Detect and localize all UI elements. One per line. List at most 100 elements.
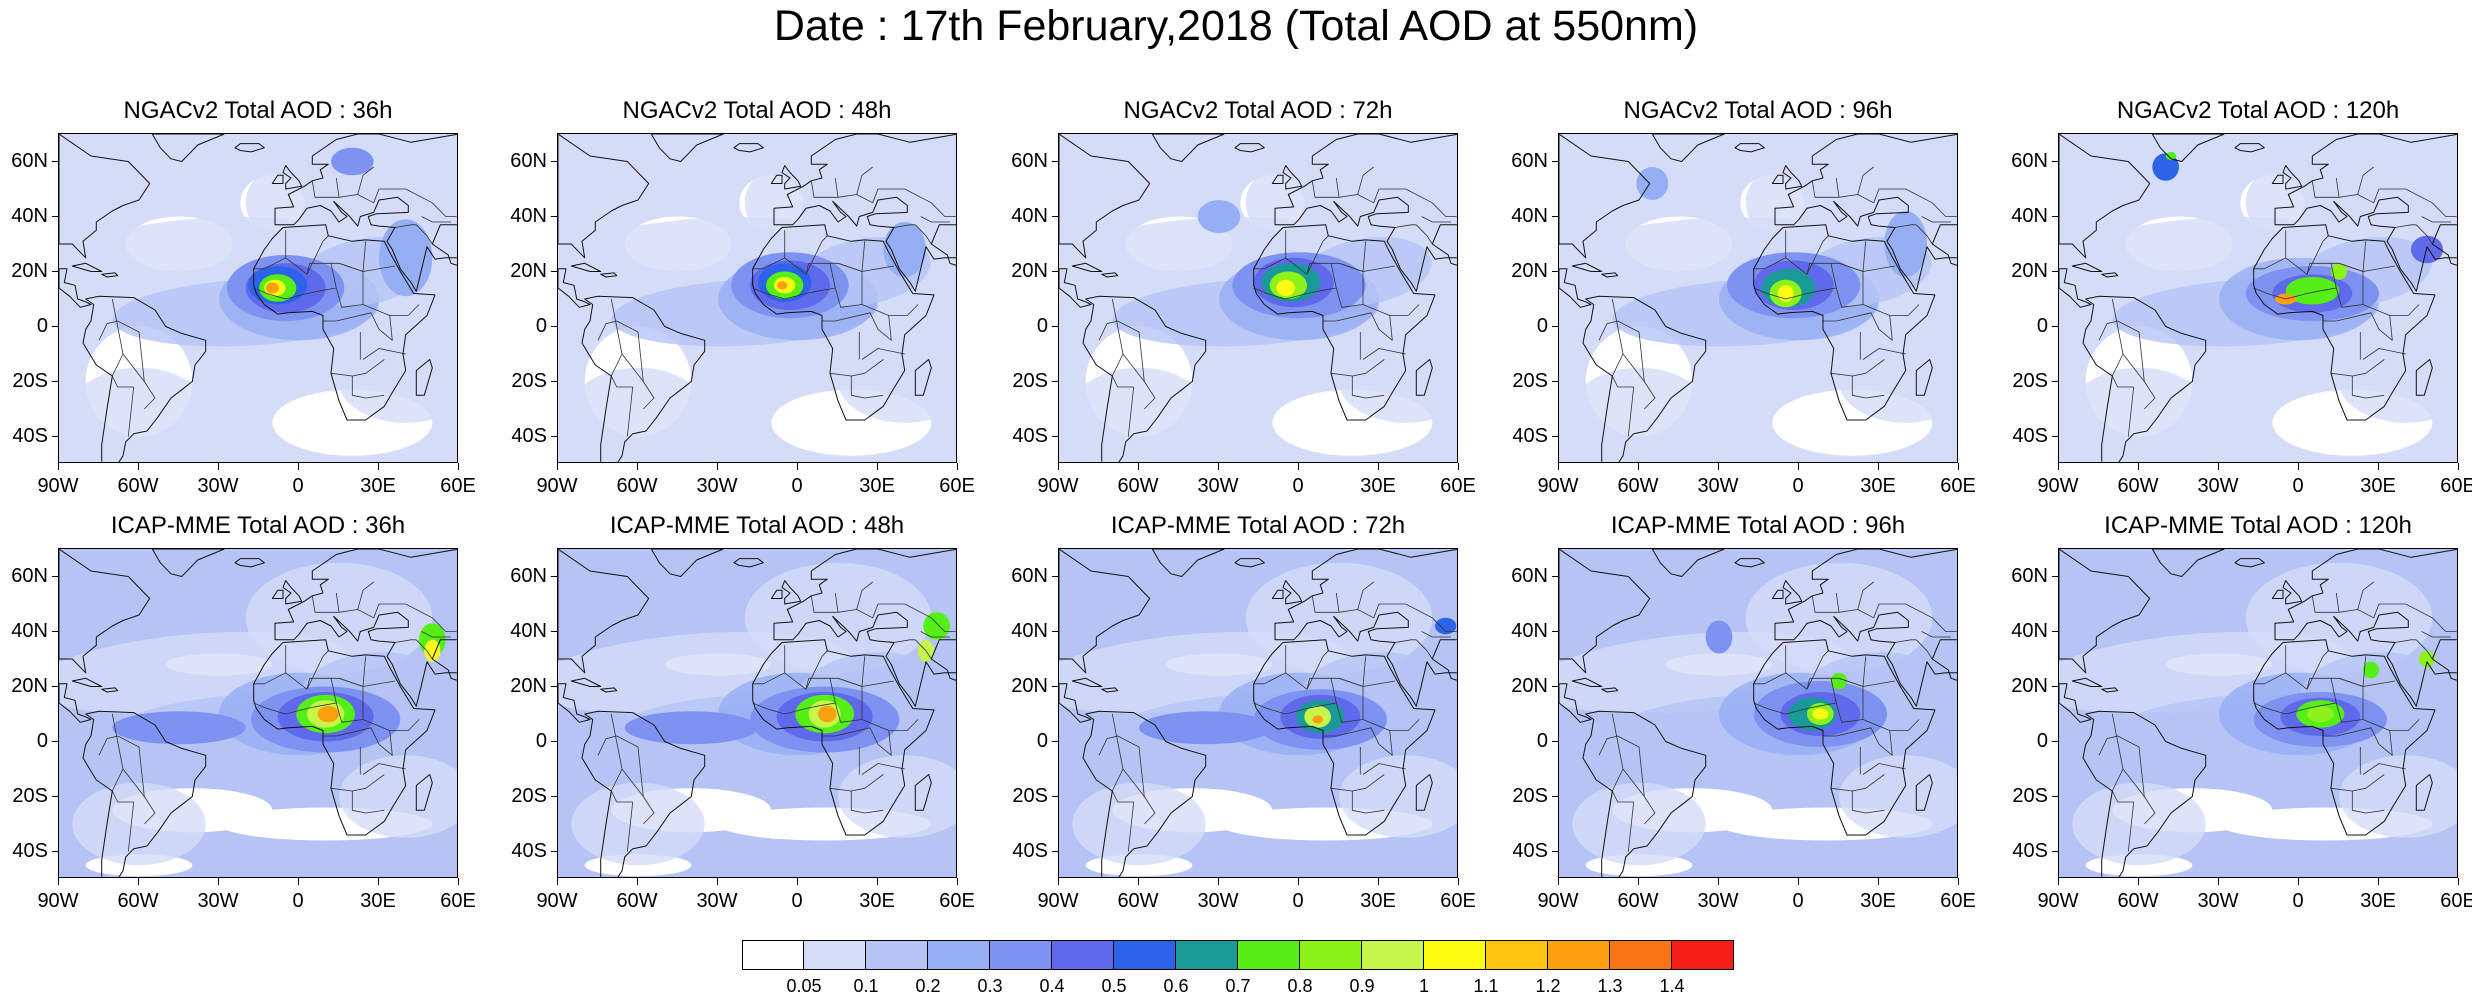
lon-tick-label: 60W <box>117 890 159 912</box>
lon-tick-label: 60W <box>1617 475 1659 497</box>
lat-tick <box>1052 325 1058 327</box>
lat-tick-label: 40S <box>511 839 547 862</box>
lat-tick <box>1052 270 1058 272</box>
lon-tick-label: 60E <box>939 890 975 912</box>
lon-tick <box>1638 463 1639 470</box>
lon-tick-label: 60W <box>1617 890 1659 912</box>
colorbar-label: 1.4 <box>1659 976 1685 996</box>
lat-tick <box>52 740 58 742</box>
lon-tick <box>1878 463 1879 470</box>
lon-tick-label: 0 <box>1292 890 1304 912</box>
lon-tick-label: 60E <box>440 890 476 912</box>
lon-tick <box>2378 463 2379 470</box>
lon-tick-label: 90W <box>536 475 578 497</box>
lat-tick-label: 40N <box>1011 619 1048 642</box>
lon-tick-label: 30W <box>197 475 239 497</box>
aod-field <box>1559 549 1957 877</box>
lon-tick <box>1298 463 1299 470</box>
panel-title: ICAP-MME Total AOD : 120h <box>2104 512 2412 539</box>
lat-tick <box>1052 380 1058 382</box>
lat-tick-label: 0 <box>1036 729 1048 752</box>
lat-tick <box>1552 630 1558 632</box>
lat-tick <box>1552 215 1558 217</box>
map-panel <box>557 133 957 463</box>
lat-tick <box>551 795 557 797</box>
lat-tick-label: 20N <box>510 674 547 697</box>
lon-tick-label: 30E <box>2360 890 2396 912</box>
lat-tick-label: 40S <box>1012 424 1048 447</box>
lon-tick-label: 30W <box>1197 475 1239 497</box>
lat-tick-label: 20N <box>11 674 48 697</box>
lat-tick-label: 20S <box>511 784 547 807</box>
lat-tick <box>1052 685 1058 687</box>
lon-tick <box>1958 878 1959 885</box>
lon-tick <box>2058 463 2059 470</box>
lat-tick-label: 0 <box>1536 729 1548 752</box>
colorbar-label: 0.8 <box>1287 976 1313 996</box>
lat-tick <box>52 850 58 852</box>
lon-tick <box>2298 463 2299 470</box>
lon-tick <box>1878 878 1879 885</box>
lon-tick <box>1718 878 1719 885</box>
lon-tick-label: 90W <box>536 890 578 912</box>
lat-tick <box>1052 575 1058 577</box>
lon-tick-label: 60W <box>616 890 658 912</box>
map-panel <box>2058 133 2458 463</box>
lon-tick-label: 30E <box>360 475 396 497</box>
lat-tick-label: 20S <box>1012 784 1048 807</box>
aod-field <box>2059 549 2457 877</box>
lon-tick-label: 90W <box>1537 475 1579 497</box>
lon-tick <box>797 463 798 470</box>
colorbar-label: 1.2 <box>1535 976 1561 996</box>
lat-tick <box>551 575 557 577</box>
lon-tick-label: 30W <box>696 475 738 497</box>
lat-tick-label: 40S <box>1012 839 1048 862</box>
aod-field <box>2059 134 2457 462</box>
lon-tick <box>797 878 798 885</box>
lat-tick-label: 40N <box>1511 619 1548 642</box>
lon-tick-label: 30E <box>1860 475 1896 497</box>
lat-tick-label: 0 <box>535 314 547 337</box>
lon-tick-label: 30E <box>1360 890 1396 912</box>
lat-tick <box>1552 685 1558 687</box>
lat-tick-label: 20S <box>511 369 547 392</box>
lat-tick-label: 40N <box>2011 204 2048 227</box>
lon-tick <box>1378 463 1379 470</box>
lon-tick <box>1138 878 1139 885</box>
lat-tick <box>1552 160 1558 162</box>
lat-tick <box>52 685 58 687</box>
lat-tick <box>2052 160 2058 162</box>
map-panel <box>58 133 458 463</box>
panel-title: ICAP-MME Total AOD : 48h <box>609 512 905 539</box>
lat-tick <box>551 435 557 437</box>
lon-tick <box>1558 463 1559 470</box>
colorbar-label: 0.7 <box>1225 976 1251 996</box>
colorbar-swatch <box>928 940 990 970</box>
lon-tick <box>877 463 878 470</box>
lon-tick <box>1458 463 1459 470</box>
lat-tick-label: 60N <box>1511 149 1548 172</box>
lat-tick-label: 60N <box>2011 564 2048 587</box>
lon-tick-label: 0 <box>292 475 304 497</box>
lon-tick-label: 30W <box>2197 475 2239 497</box>
lon-tick <box>298 463 299 470</box>
lon-tick-label: 30E <box>859 475 895 497</box>
lon-tick <box>218 463 219 470</box>
lon-tick <box>557 878 558 885</box>
lat-tick-label: 20N <box>2011 674 2048 697</box>
colorbar-label: 1.1 <box>1473 976 1499 996</box>
map-panel <box>1058 133 1458 463</box>
lon-tick <box>717 878 718 885</box>
lat-tick <box>2052 630 2058 632</box>
colorbar-label: 0.3 <box>977 976 1003 996</box>
lon-tick <box>1958 463 1959 470</box>
lon-tick-label: 90W <box>1037 890 1079 912</box>
lon-tick-label: 0 <box>791 475 803 497</box>
lon-tick-label: 30W <box>197 890 239 912</box>
colorbar-label: 0.6 <box>1163 976 1189 996</box>
lon-tick-label: 30W <box>1697 890 1739 912</box>
lon-tick-label: 30E <box>2360 475 2396 497</box>
lon-tick <box>458 878 459 885</box>
lat-tick <box>551 685 557 687</box>
lat-tick <box>1552 270 1558 272</box>
